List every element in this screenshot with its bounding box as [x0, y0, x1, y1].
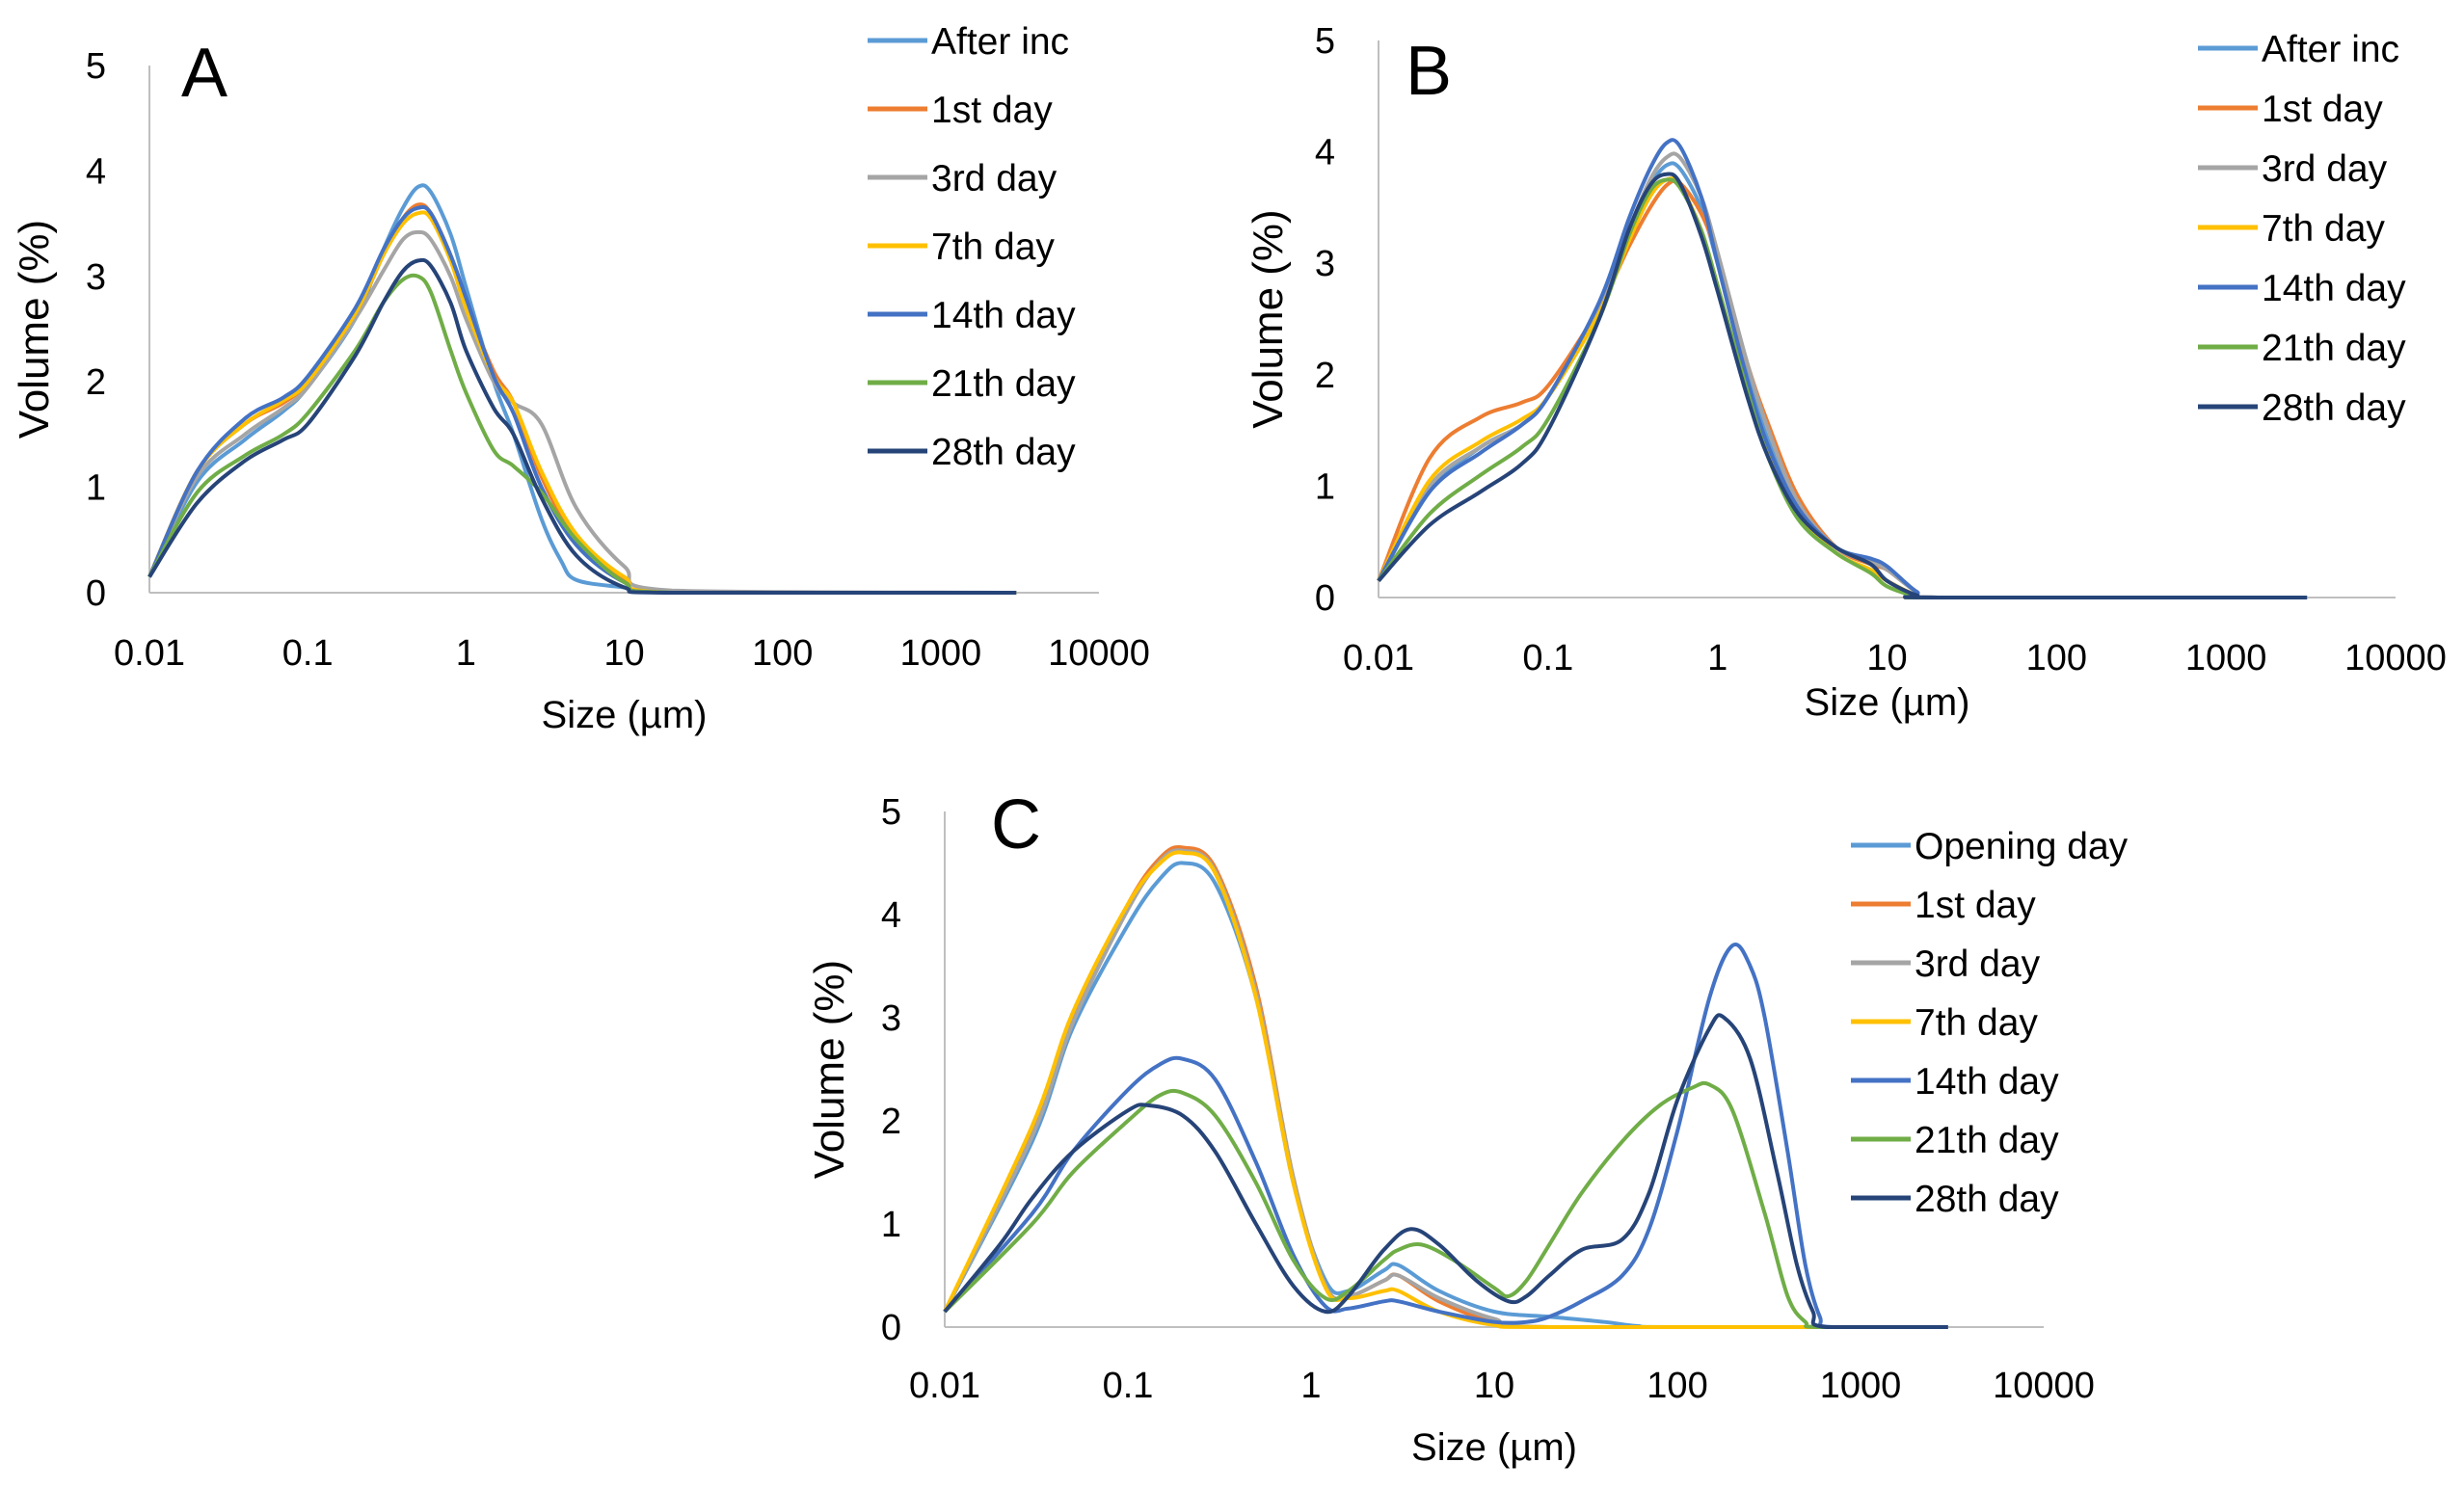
panel-b-series-line-6 — [1377, 177, 2308, 600]
panel-b-x-tick-label: 100 — [2026, 638, 2087, 678]
panel-a-legend-label: 28th day — [931, 432, 1076, 473]
panel-c-x-tick-label: 10000 — [1993, 1366, 2095, 1406]
panel-b-legend-label: 7th day — [2262, 208, 2385, 250]
panel-b-legend-label: 1st day — [2262, 89, 2383, 130]
panel-c-series-line-5 — [943, 943, 1948, 1330]
panel-a-x-tick-label: 10 — [603, 633, 644, 674]
panel-a-y-tick-label: 4 — [86, 151, 106, 192]
panel-a-legend: After inc 1st day 3rd day 7th day 14th day 21… — [868, 21, 1076, 473]
panel-a-x-tick-label: 10000 — [1048, 633, 1150, 674]
panel-b-x-tick-label: 10 — [1866, 638, 1907, 678]
panel-a-x-tick-label: 1 — [456, 633, 476, 674]
panel-b-x-tick-label: 0.1 — [1522, 638, 1573, 678]
panel-a-x-axis-title: Size (µm) — [542, 694, 708, 736]
panel-b-y-axis-title: Volume (%) — [1245, 209, 1292, 428]
panel-c-chart: 0.01 0.1 1 10 100 1000 10000 0 1 2 3 4 5 Size (µm) Vol… — [806, 786, 2129, 1469]
panel-b-series-line-7 — [1377, 172, 2308, 600]
panel-b-chart: 0.01 0.1 1 10 100 1000 10000 0 1 2 3 4 5 Size (µm) Vol… — [1245, 21, 2447, 724]
panel-c-legend: Opening day 1st day 3rd day 7th day 14th day… — [1851, 826, 2129, 1220]
panel-b-x-tick-label: 10000 — [2344, 638, 2447, 678]
panel-c-y-axis-title: Volume (%) — [806, 960, 853, 1179]
panel-c-legend-label: 1st day — [1915, 885, 2036, 926]
panel-a-series-line-3 — [147, 229, 1017, 595]
panel-b-legend-label: 3rd day — [2262, 148, 2388, 190]
panel-a-x-tick-label: 1000 — [900, 633, 982, 674]
panel-c-y-tick-label: 0 — [881, 1308, 901, 1348]
panel-c-x-axis-title: Size (µm) — [1411, 1426, 1577, 1469]
panel-b-y-tick-label: 0 — [1315, 578, 1335, 619]
panel-a-series-line-6 — [147, 273, 1017, 596]
panel-b-y-tick-label: 4 — [1315, 133, 1335, 173]
panel-b-series-line-5 — [1377, 138, 2308, 600]
panel-b-y-tick-label: 2 — [1315, 356, 1335, 396]
panel-b-legend: After inc 1st day 3rd day 7th day 14th day 21… — [2198, 29, 2406, 429]
panel-a-series-line-7 — [147, 257, 1017, 596]
panel-b-legend-label: 28th day — [2262, 387, 2406, 429]
panel-c-y-tick-label: 1 — [881, 1205, 901, 1245]
panel-c-x-tick-label: 100 — [1647, 1366, 1707, 1406]
panel-c-x-tick-label: 0.1 — [1103, 1366, 1154, 1406]
panel-b-x-tick-label: 0.01 — [1343, 638, 1414, 678]
panel-a-legend-label: 7th day — [931, 226, 1055, 268]
panel-c-legend-label: Opening day — [1915, 826, 2129, 867]
panel-a-chart: 0.01 0.1 1 10 100 1000 10000 0 1 2 3 4 5 Size (µm) Vol… — [11, 21, 1150, 736]
panel-b-y-tick-label: 3 — [1315, 244, 1335, 284]
panel-c-y-tick-label: 3 — [881, 998, 901, 1039]
panel-c-x-tick-label: 10 — [1474, 1366, 1514, 1406]
panel-a-y-tick-label: 0 — [86, 573, 106, 614]
panel-a-label: A — [181, 35, 228, 112]
panel-a-legend-label: 1st day — [931, 90, 1053, 131]
panel-a-x-tick-label: 100 — [752, 633, 813, 674]
panel-c-series-line-6 — [943, 1080, 1948, 1330]
panel-a-y-tick-label: 1 — [86, 468, 106, 509]
panel-c-x-tick-label: 1000 — [1820, 1366, 1902, 1406]
panel-a-legend-label: After inc — [931, 21, 1069, 63]
panel-a-y-tick-label: 5 — [86, 46, 106, 87]
panel-c-legend-label: 3rd day — [1915, 944, 2041, 985]
panel-b-series-line-2 — [1377, 178, 2308, 600]
panel-c-legend-label: 21th day — [1915, 1120, 2059, 1161]
panel-b-x-tick-label: 1 — [1707, 638, 1727, 678]
panel-c-y-tick-label: 2 — [881, 1102, 901, 1142]
panel-a-legend-label: 3rd day — [931, 158, 1058, 199]
panel-a-y-axis-title: Volume (%) — [11, 220, 58, 439]
panel-c-series-line-7 — [943, 1013, 1948, 1330]
panel-c-y-tick-label: 4 — [881, 895, 901, 936]
panel-b-legend-label: 14th day — [2262, 268, 2406, 309]
panel-b-series-line-4 — [1377, 176, 2308, 600]
panel-b-y-tick-label: 5 — [1315, 21, 1335, 62]
panel-b-series-line-3 — [1377, 151, 2308, 600]
panel-c-series-line-4 — [943, 850, 1948, 1330]
panel-c-label: C — [991, 786, 1041, 864]
panel-a-series-line-4 — [147, 210, 1017, 596]
panel-c-legend-label: 28th day — [1915, 1179, 2059, 1220]
panel-a-series-line-5 — [147, 204, 1017, 596]
panel-c-legend-label: 7th day — [1915, 1002, 2038, 1044]
panel-a-x-tick-label: 0.01 — [114, 633, 185, 674]
panel-a-x-tick-label: 0.1 — [282, 633, 334, 674]
panel-b-series-line-1 — [1377, 161, 2308, 600]
panel-c-x-tick-label: 1 — [1300, 1366, 1321, 1406]
panel-b-x-tick-label: 1000 — [2185, 638, 2267, 678]
panel-a-legend-label: 21th day — [931, 363, 1076, 405]
panel-c-y-tick-label: 5 — [881, 792, 901, 833]
panel-c-legend-label: 14th day — [1915, 1061, 2059, 1103]
panel-c-x-tick-label: 0.01 — [909, 1366, 980, 1406]
panel-a-legend-label: 14th day — [931, 295, 1076, 336]
panel-b-legend-label: After inc — [2262, 29, 2399, 70]
panel-a-y-tick-label: 2 — [86, 362, 106, 403]
panel-b-legend-label: 21th day — [2262, 328, 2406, 369]
panel-b-x-axis-title: Size (µm) — [1805, 681, 1970, 724]
panel-a-y-tick-label: 3 — [86, 257, 106, 298]
panel-b-label: B — [1406, 33, 1452, 110]
panel-b-y-tick-label: 1 — [1315, 466, 1335, 507]
